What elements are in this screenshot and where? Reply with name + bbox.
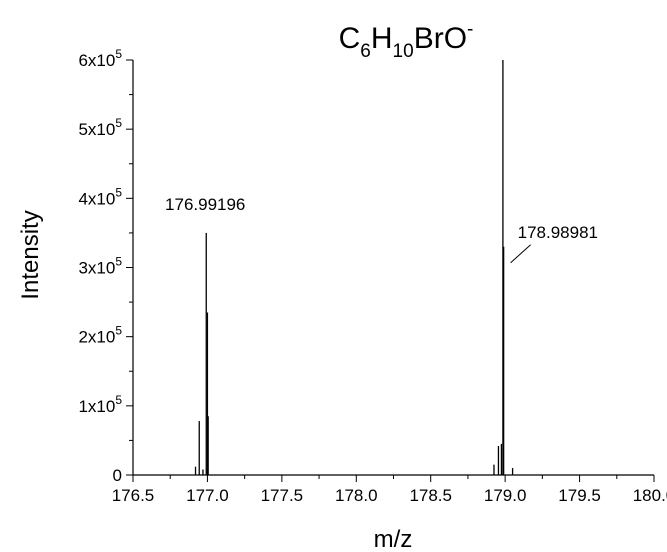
x-tick-label: 178.5 bbox=[409, 486, 452, 505]
peak-annotation: 176.99196 bbox=[165, 195, 245, 214]
x-tick-label: 178.0 bbox=[335, 486, 378, 505]
title-part: - bbox=[467, 19, 473, 40]
x-tick-label: 177.5 bbox=[261, 486, 304, 505]
peak-annotation: 178.98981 bbox=[518, 223, 598, 242]
y-tick-label: 1x105 bbox=[78, 393, 122, 416]
x-tick-label: 180.0 bbox=[633, 486, 667, 505]
y-tick-label: 2x105 bbox=[78, 324, 122, 347]
y-tick-label: 3x105 bbox=[78, 255, 122, 278]
title-part: BrO bbox=[414, 22, 467, 55]
x-tick-label: 177.0 bbox=[186, 486, 229, 505]
title-part: C bbox=[339, 22, 361, 55]
x-tick-label: 179.0 bbox=[484, 486, 527, 505]
title-part: H bbox=[371, 22, 393, 55]
chart-title: C6H10BrO- bbox=[339, 19, 474, 62]
y-tick-label: 0 bbox=[113, 466, 122, 485]
plot-area: 176.5 177.0 177.5 178.0 178.5 179.0 179.5 180. 0… bbox=[78, 47, 667, 505]
y-axis-label: Intensity bbox=[17, 210, 44, 299]
y-tick-label: 6x105 bbox=[78, 47, 122, 70]
annotation-leader-line bbox=[510, 244, 531, 264]
x-axis-label: m/z bbox=[374, 526, 413, 552]
title-part: 6 bbox=[360, 41, 371, 62]
x-tick-label: 176.5 bbox=[112, 486, 155, 505]
title-part: 10 bbox=[393, 41, 414, 62]
y-tick-label: 4x105 bbox=[78, 185, 122, 208]
y-tick-label: 5x105 bbox=[78, 116, 122, 139]
x-tick-label: 179.5 bbox=[558, 486, 601, 505]
